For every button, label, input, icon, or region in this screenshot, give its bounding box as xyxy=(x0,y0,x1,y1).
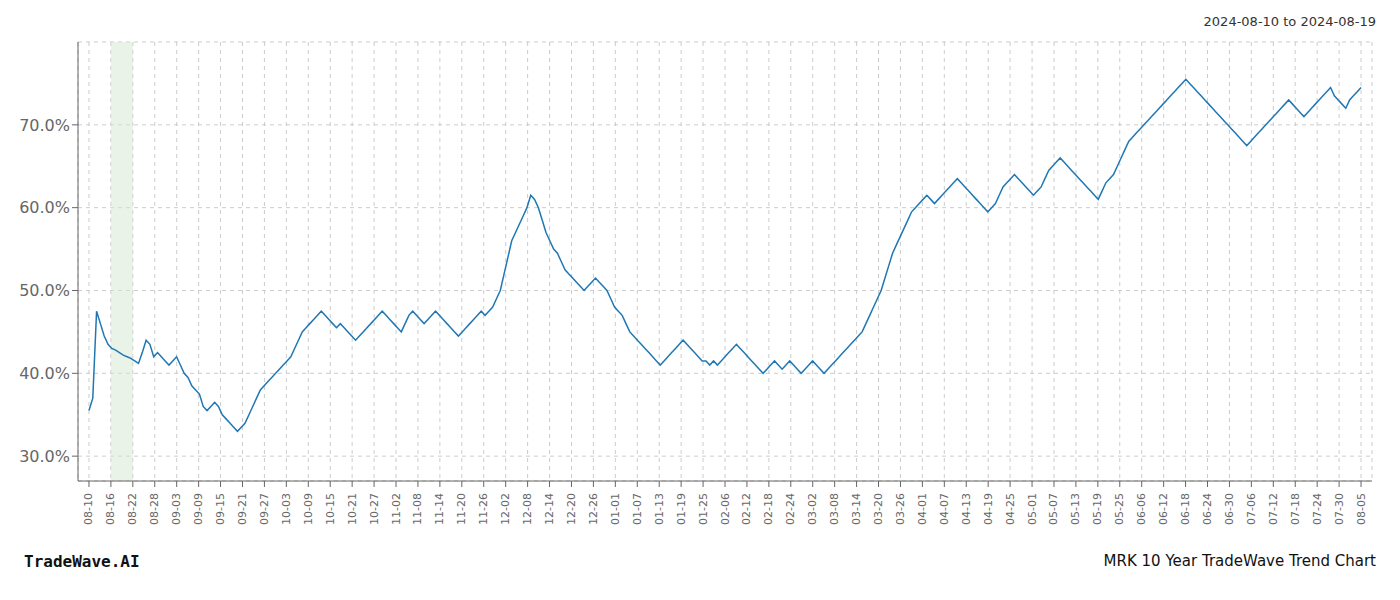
svg-text:07-24: 07-24 xyxy=(1311,493,1324,525)
svg-text:06-18: 06-18 xyxy=(1179,493,1192,525)
svg-text:02-12: 02-12 xyxy=(740,493,753,525)
svg-text:05-01: 05-01 xyxy=(1026,493,1039,525)
svg-text:07-30: 07-30 xyxy=(1333,493,1346,525)
svg-text:12-26: 12-26 xyxy=(587,493,600,525)
svg-text:04-07: 04-07 xyxy=(938,493,951,525)
svg-text:08-05: 08-05 xyxy=(1355,493,1368,525)
svg-text:09-09: 09-09 xyxy=(192,493,205,525)
svg-text:10-21: 10-21 xyxy=(346,493,359,525)
svg-text:11-20: 11-20 xyxy=(455,493,468,525)
svg-text:06-30: 06-30 xyxy=(1223,493,1236,525)
svg-text:11-08: 11-08 xyxy=(411,493,424,525)
svg-text:01-25: 01-25 xyxy=(697,493,710,525)
svg-text:08-16: 08-16 xyxy=(104,493,117,525)
svg-text:08-22: 08-22 xyxy=(126,493,139,525)
svg-text:10-03: 10-03 xyxy=(280,493,293,525)
svg-text:08-28: 08-28 xyxy=(148,493,161,525)
svg-text:70.0%: 70.0% xyxy=(19,116,70,135)
svg-text:08-10: 08-10 xyxy=(82,493,95,525)
svg-text:04-19: 04-19 xyxy=(982,493,995,525)
svg-text:01-07: 01-07 xyxy=(631,493,644,525)
svg-text:12-20: 12-20 xyxy=(565,493,578,525)
svg-text:03-26: 03-26 xyxy=(894,493,907,525)
svg-text:09-21: 09-21 xyxy=(236,493,249,525)
svg-text:10-27: 10-27 xyxy=(368,493,381,525)
svg-text:09-27: 09-27 xyxy=(258,493,271,525)
html-text:2024-08-10 to 2024-08-19: 2024-08-10 to 2024-08-19 xyxy=(1203,14,1376,29)
svg-text:07-12: 07-12 xyxy=(1267,493,1280,525)
svg-text:04-25: 04-25 xyxy=(1004,493,1017,525)
svg-text:03-14: 03-14 xyxy=(850,493,863,525)
svg-text:10-09: 10-09 xyxy=(302,493,315,525)
html-text:MRK 10 Year TradeWave Trend Ch: MRK 10 Year TradeWave Trend Chart xyxy=(1103,552,1376,570)
svg-text:11-02: 11-02 xyxy=(390,493,403,525)
svg-text:12-08: 12-08 xyxy=(521,493,534,525)
svg-text:06-12: 06-12 xyxy=(1157,493,1170,525)
svg-text:12-14: 12-14 xyxy=(543,493,556,525)
svg-text:11-14: 11-14 xyxy=(433,493,446,525)
svg-text:05-07: 05-07 xyxy=(1047,493,1060,525)
svg-text:10-15: 10-15 xyxy=(324,493,337,525)
svg-text:50.0%: 50.0% xyxy=(19,281,70,300)
svg-text:01-19: 01-19 xyxy=(675,493,688,525)
svg-text:01-01: 01-01 xyxy=(609,493,622,525)
svg-text:02-06: 02-06 xyxy=(719,493,732,525)
svg-text:02-18: 02-18 xyxy=(762,493,775,525)
svg-text:04-13: 04-13 xyxy=(960,493,973,525)
svg-text:05-25: 05-25 xyxy=(1113,493,1126,525)
html-text:TradeWave.AI: TradeWave.AI xyxy=(24,552,140,571)
svg-text:05-13: 05-13 xyxy=(1069,493,1082,525)
svg-text:07-06: 07-06 xyxy=(1245,493,1258,525)
svg-text:40.0%: 40.0% xyxy=(19,364,70,383)
svg-text:04-01: 04-01 xyxy=(916,493,929,525)
svg-text:05-19: 05-19 xyxy=(1091,493,1104,525)
svg-text:60.0%: 60.0% xyxy=(19,198,70,217)
svg-text:03-20: 03-20 xyxy=(872,493,885,525)
svg-text:07-18: 07-18 xyxy=(1289,493,1302,525)
svg-text:09-03: 09-03 xyxy=(170,493,183,525)
svg-text:12-02: 12-02 xyxy=(499,493,512,525)
svg-text:03-02: 03-02 xyxy=(806,493,819,525)
svg-text:30.0%: 30.0% xyxy=(19,447,70,466)
svg-text:06-24: 06-24 xyxy=(1201,493,1214,525)
svg-text:09-15: 09-15 xyxy=(214,493,227,525)
svg-text:01-13: 01-13 xyxy=(653,493,666,525)
svg-text:06-06: 06-06 xyxy=(1135,493,1148,525)
svg-text:02-24: 02-24 xyxy=(784,493,797,525)
svg-text:03-08: 03-08 xyxy=(828,493,841,525)
svg-text:11-26: 11-26 xyxy=(477,493,490,525)
